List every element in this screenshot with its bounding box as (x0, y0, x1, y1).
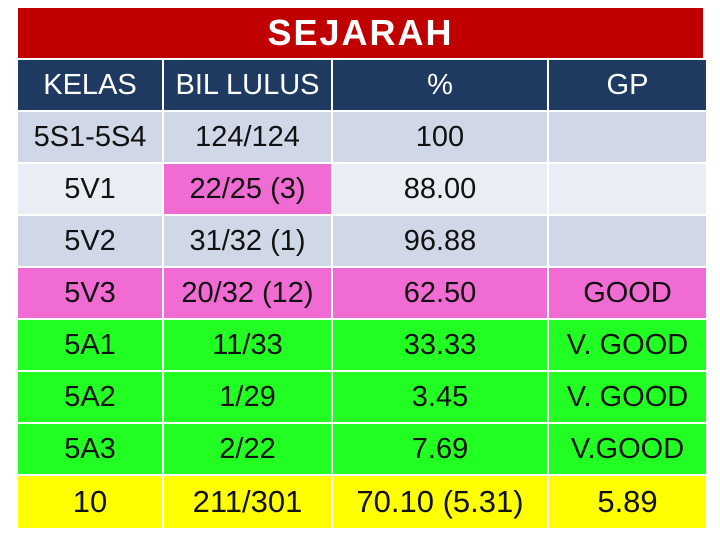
empty-cell (549, 164, 706, 214)
table-cell: GOOD (549, 268, 706, 318)
empty-cell (549, 112, 706, 162)
table-cell: 3.45 (333, 372, 547, 422)
column-header: KELAS (18, 60, 162, 110)
table-cell: 5V2 (18, 216, 162, 266)
table-cell: 62.50 (333, 268, 547, 318)
table-cell: 5V3 (18, 268, 162, 318)
table-cell: 5A1 (18, 320, 162, 370)
table-cell: 33.33 (333, 320, 547, 370)
table-cell: 96.88 (333, 216, 547, 266)
table-cell: 2/22 (164, 424, 331, 474)
table-cell: V. GOOD (549, 320, 706, 370)
table-cell: 20/32 (12) (164, 268, 331, 318)
table-cell: 88.00 (333, 164, 547, 214)
table-cell: 5A2 (18, 372, 162, 422)
table-cell: 1/29 (164, 372, 331, 422)
table-cell: 31/32 (1) (164, 216, 331, 266)
table-cell: 7.69 (333, 424, 547, 474)
table-cell: 5A3 (18, 424, 162, 474)
table-cell: 211/301 (164, 476, 331, 528)
column-header: % (333, 60, 547, 110)
empty-cell (549, 216, 706, 266)
table-cell: 100 (333, 112, 547, 162)
table-cell: 5.89 (549, 476, 706, 528)
table-cell: 10 (18, 476, 162, 528)
title-bar: SEJARAH (18, 8, 703, 58)
table-cell: 11/33 (164, 320, 331, 370)
table-cell: V. GOOD (549, 372, 706, 422)
table-cell: 70.10 (5.31) (333, 476, 547, 528)
column-header: GP (549, 60, 706, 110)
results-table: KELAS BIL LULUS% GP 5S1-5S4 124/124 100 5V1 22/… (18, 60, 706, 528)
table-cell: 22/25 (3) (164, 164, 331, 214)
table-cell: V.GOOD (549, 424, 706, 474)
table-cell: 124/124 (164, 112, 331, 162)
column-header: BIL LULUS (164, 60, 331, 110)
table-cell: 5S1-5S4 (18, 112, 162, 162)
table-cell: 5V1 (18, 164, 162, 214)
